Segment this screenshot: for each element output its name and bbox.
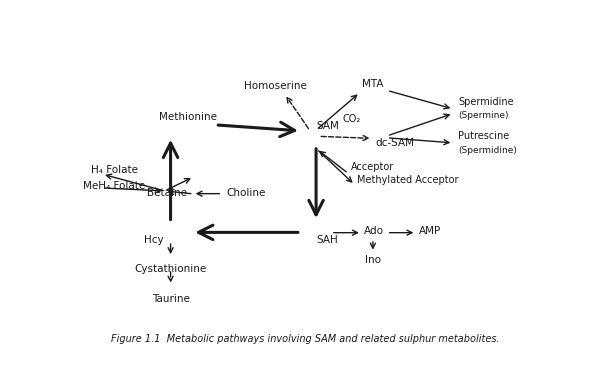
Text: Figure 1.1  Metabolic pathways involving SAM and related sulphur metabolites.: Figure 1.1 Metabolic pathways involving … (111, 334, 500, 344)
Text: Hcy: Hcy (144, 236, 163, 245)
Text: MeH₄ Folate: MeH₄ Folate (83, 181, 145, 191)
Text: Methionine: Methionine (159, 112, 217, 122)
Text: Ado: Ado (364, 227, 384, 236)
Text: Acceptor: Acceptor (350, 162, 394, 172)
Text: Taurine: Taurine (151, 294, 190, 304)
Text: (Spermine): (Spermine) (458, 111, 508, 120)
Text: Ino: Ino (365, 255, 381, 264)
Text: Homoserine: Homoserine (244, 81, 307, 91)
Text: MTA: MTA (362, 79, 383, 89)
Text: SAM: SAM (316, 121, 339, 131)
Text: Putrescine: Putrescine (458, 131, 509, 142)
Text: Choline: Choline (226, 188, 265, 198)
Text: AMP: AMP (418, 227, 441, 236)
Text: Betaine: Betaine (147, 188, 187, 198)
Text: (Spermidine): (Spermidine) (458, 145, 517, 154)
Text: dc-SAM: dc-SAM (375, 138, 415, 148)
Text: CO₂: CO₂ (342, 114, 361, 124)
Text: Methylated Acceptor: Methylated Acceptor (357, 175, 459, 185)
Text: Cystathionine: Cystathionine (135, 264, 207, 274)
Text: Spermidine: Spermidine (458, 97, 514, 107)
Text: SAH: SAH (316, 236, 338, 245)
Text: H₄ Folate: H₄ Folate (91, 165, 138, 175)
